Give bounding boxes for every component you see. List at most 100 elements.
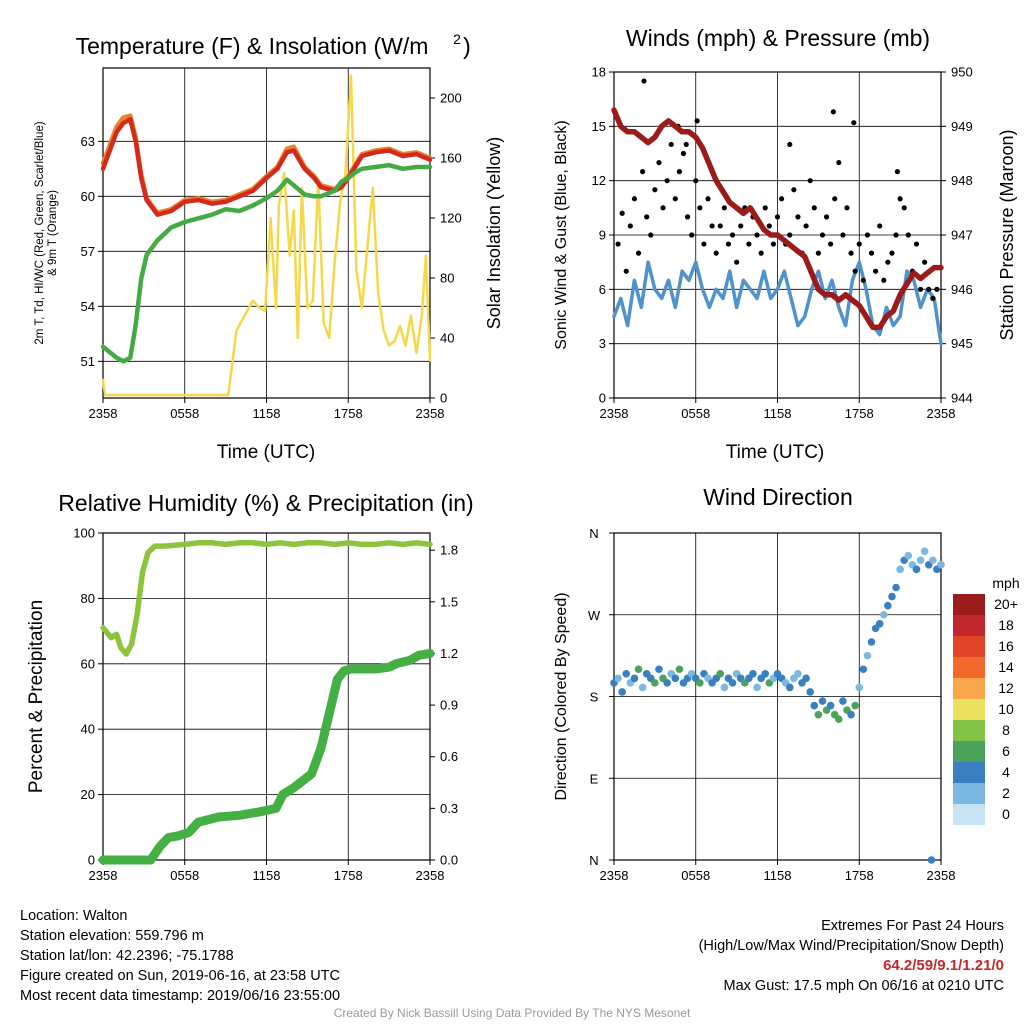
y-tick-label: 60 xyxy=(81,189,95,204)
x-tick-label: 1158 xyxy=(764,868,792,883)
x-tick-label: 2358 xyxy=(600,406,629,421)
y-right-tick-label: 947 xyxy=(951,228,973,243)
direction-point xyxy=(927,856,936,864)
y-right-tick-label: 0.0 xyxy=(440,853,458,868)
y-axis-label: Sonic Wind & Gust (Blue, Black) xyxy=(553,120,570,349)
y-tick-label: 80 xyxy=(81,591,95,606)
direction-point xyxy=(810,701,819,710)
gust-point xyxy=(917,286,924,292)
y-tick-label: N xyxy=(589,853,598,868)
y-tick-label: 9 xyxy=(599,228,606,243)
y-tick-label: N xyxy=(589,526,598,541)
direction-point xyxy=(884,601,892,610)
gust-point xyxy=(774,214,781,220)
y-right-tick-label: 948 xyxy=(951,173,973,188)
gust-point xyxy=(701,241,707,247)
y-right-tick-label: 0 xyxy=(440,391,447,406)
gust-point xyxy=(656,159,662,166)
y-axis-label-text: Direction (Colored By Speed) xyxy=(553,592,570,800)
x-tick-label: 2358 xyxy=(89,868,118,883)
winds-chart: 0 3 6 9 12 15 18 944 945 946 947 948 949 950 2358 0558 1… xyxy=(553,25,1017,463)
direction-point xyxy=(802,674,810,683)
direction-point xyxy=(618,688,626,696)
gust-point xyxy=(856,241,862,247)
gust-point xyxy=(615,241,621,247)
gust-point xyxy=(828,241,834,247)
gust-point xyxy=(648,232,654,238)
direction-point xyxy=(696,679,704,687)
y-axis-label: 2m T, Td, HI/WC (Red, Green, Scarlet/Blu… xyxy=(34,121,59,344)
gust-point xyxy=(623,268,629,274)
y-tick-label: W xyxy=(588,608,601,623)
y-tick-label: 20 xyxy=(81,787,95,802)
chart-title: Relative Humidity (%) & Precipitation (i… xyxy=(58,490,473,516)
gust-point xyxy=(725,241,732,247)
gust-point xyxy=(664,178,670,184)
gust-point xyxy=(836,159,842,166)
location-text: Location: Walton xyxy=(20,908,128,924)
direction-point xyxy=(794,669,802,678)
y-right-axis-label-text: Station Pressure (Maroon) xyxy=(997,129,1017,340)
y-tick-label: 57 xyxy=(81,244,95,259)
y-tick-label: 3 xyxy=(599,336,606,351)
direction-point xyxy=(675,665,684,674)
direction-point xyxy=(622,669,631,678)
colorbar-swatch xyxy=(953,783,985,804)
colorbar-swatch xyxy=(953,762,985,783)
gust-point xyxy=(766,223,772,229)
gust-point xyxy=(840,232,846,238)
gust-point xyxy=(889,250,895,256)
chart-title: Winds (mph) & Pressure (mb) xyxy=(626,25,930,51)
y-axis-label-text: Sonic Wind & Gust (Blue, Black) xyxy=(553,120,570,349)
x-tick-label: 1758 xyxy=(334,868,363,883)
y-right-tick-label: 160 xyxy=(440,151,462,166)
humidity-chart: 0 20 40 60 80 100 0.0 0.3 0.6 0.9 1.2 1.5 1.8 2358 055… xyxy=(26,490,474,883)
gust-point xyxy=(893,232,899,238)
gust-point xyxy=(852,268,858,274)
colorbar-swatch xyxy=(953,594,985,615)
direction-point xyxy=(929,556,937,565)
direction-point xyxy=(826,701,835,710)
y-tick-label: 6 xyxy=(599,282,606,297)
gust-point xyxy=(734,259,740,265)
gust-point xyxy=(894,169,901,175)
gust-point xyxy=(652,187,658,193)
y-right-axis-label: Solar Insolation (Yellow) xyxy=(484,137,504,329)
colorbar-label: 2 xyxy=(1002,785,1010,801)
x-tick-label: 2358 xyxy=(416,868,445,883)
x-tick-label: 2358 xyxy=(600,868,629,883)
elevation-text: Station elevation: 559.796 m xyxy=(20,928,204,944)
y-right-tick-label: 1.5 xyxy=(440,594,458,609)
y-axis-label-text: Percent & Precipitation xyxy=(26,600,47,793)
dewpoint-line xyxy=(100,162,433,364)
y-tick-label: 60 xyxy=(81,656,95,671)
y-right-tick-label: 0.3 xyxy=(440,801,458,816)
gust-point xyxy=(689,232,695,238)
direction-point xyxy=(651,679,659,687)
y-right-tick-label: 0.9 xyxy=(440,698,458,713)
x-tick-label: 0558 xyxy=(681,406,710,421)
temp-line xyxy=(100,117,433,217)
direction-point xyxy=(785,683,794,692)
colorbar-label: 0 xyxy=(1002,806,1010,822)
y-right-tick-label: 1.2 xyxy=(440,646,458,661)
gust-point xyxy=(758,250,764,256)
direction-point xyxy=(892,583,900,592)
y-right-tick-label: 200 xyxy=(440,91,462,106)
extremes-title: Extremes For Past 24 Hours xyxy=(821,918,1004,934)
y-tick-label: 51 xyxy=(81,354,95,369)
x-tick-label: 1158 xyxy=(253,868,281,883)
colorbar-label: 6 xyxy=(1002,743,1010,759)
gust-point xyxy=(897,196,903,202)
extremes-values: 64.2/59/9.1/1.21/0 xyxy=(883,957,1004,974)
x-tick-label: 0558 xyxy=(170,868,199,883)
direction-point xyxy=(630,674,639,683)
direction-point xyxy=(749,669,757,678)
colorbar-label: 10 xyxy=(998,701,1014,717)
gust-point xyxy=(770,241,777,247)
gust-point xyxy=(811,205,817,211)
y-right-tick-label: 0.6 xyxy=(440,749,458,764)
gust-point xyxy=(815,250,821,256)
y-right-tick-label: 40 xyxy=(440,331,454,346)
